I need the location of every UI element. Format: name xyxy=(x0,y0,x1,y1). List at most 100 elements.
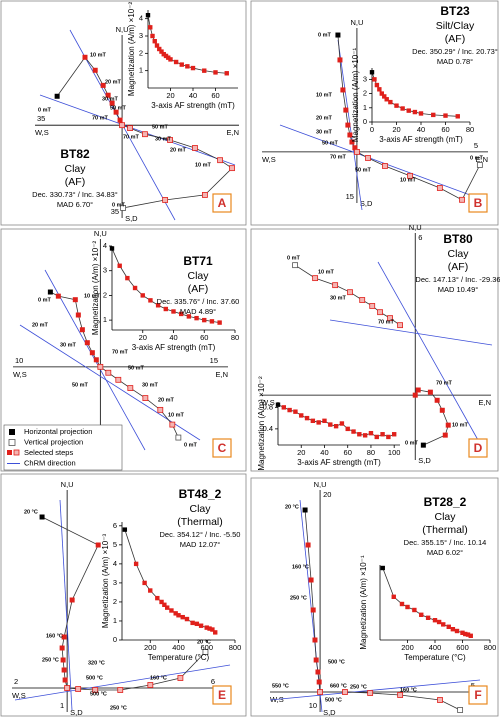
x-tick-label: 600 xyxy=(456,643,469,652)
direction: Dec. 354.12° / Inc. -5.50 xyxy=(160,530,241,539)
horizontal-point xyxy=(343,107,349,113)
vertical-point xyxy=(217,157,223,164)
y-tick-label: 3 xyxy=(113,578,117,587)
x-axis-label: 3-axis AF strength (mT) xyxy=(151,101,235,110)
horizontal-point xyxy=(60,657,66,663)
y-tick-label: 4 xyxy=(103,241,107,250)
y-tick-label: 0.8 xyxy=(263,402,273,411)
y-tick-label: 3 xyxy=(139,31,143,40)
decay-point xyxy=(374,82,380,88)
decay-point xyxy=(391,432,397,437)
step-label: 70 mT xyxy=(330,154,347,160)
step-label: 250 °C xyxy=(290,595,307,601)
decay-point xyxy=(217,320,222,325)
legend-box xyxy=(3,424,123,471)
sample-title: BT80 xyxy=(443,232,473,246)
vertical-point xyxy=(115,376,122,383)
axis-label: W,S xyxy=(261,398,275,407)
y-axis-label: Magnetization (A/m) ×10⁻² xyxy=(257,376,266,471)
vertical-point xyxy=(332,282,339,289)
axis-end-value: 2 xyxy=(14,677,18,686)
method: (AF) xyxy=(448,261,468,273)
vertical-point xyxy=(437,697,443,703)
vertical-point xyxy=(317,689,323,695)
panel-letter: D xyxy=(474,441,483,455)
horizontal-point xyxy=(315,669,321,675)
y-tick-label: 0 xyxy=(363,117,367,126)
sample-title: BT82 xyxy=(60,147,90,161)
horizontal-point xyxy=(61,667,67,673)
decay-point xyxy=(460,630,465,635)
y-tick-label: 4 xyxy=(139,14,143,23)
decay-point xyxy=(333,423,339,429)
step-label: 30 mT xyxy=(60,342,77,348)
chrm-direction xyxy=(269,679,481,701)
horizontal-point xyxy=(62,677,68,683)
step-label: 0 mT xyxy=(318,32,331,38)
step-label: 500 °C xyxy=(328,659,345,665)
axis-end-value: 15 xyxy=(210,356,218,365)
step-label: 250 °C xyxy=(350,684,367,690)
horizontal-point xyxy=(312,637,318,643)
step-label: 10 mT xyxy=(84,293,101,299)
axis-label: N,U xyxy=(116,25,129,34)
decay-point xyxy=(405,604,410,610)
y-tick-label: 4 xyxy=(113,559,117,568)
step-label: 160 °C xyxy=(400,687,417,693)
decay-point xyxy=(165,605,170,610)
decay-point xyxy=(443,113,448,118)
lithology: Clay xyxy=(64,163,86,175)
decay-point xyxy=(275,402,281,407)
vertical-point xyxy=(387,315,393,322)
lithology: Clay xyxy=(189,503,211,515)
x-tick-label: 60 xyxy=(211,91,219,100)
horizontal-point xyxy=(335,32,341,38)
axis-label: N,U xyxy=(314,480,327,489)
axis-end-value: 15 xyxy=(346,192,354,201)
decay-point xyxy=(132,285,138,291)
decay-point xyxy=(176,613,181,618)
decay-point xyxy=(194,315,199,321)
decay-point xyxy=(412,109,418,115)
y-tick-label: 1 xyxy=(139,66,143,75)
decay-point xyxy=(210,627,215,632)
y-tick-label: 1 xyxy=(113,616,117,625)
sample-title: BT71 xyxy=(183,254,213,268)
step-label: 160 °C xyxy=(150,675,167,681)
horizontal-point xyxy=(55,293,61,299)
panel-letter-box xyxy=(468,438,488,458)
step-label: 250 °C xyxy=(110,705,127,711)
mad: MAD 0.78° xyxy=(437,57,473,66)
vertical-point xyxy=(292,262,298,269)
step-label: 0 mT xyxy=(287,255,300,261)
decay-point xyxy=(150,33,155,39)
step-label: 70 mT xyxy=(436,380,453,386)
axis-label: W,S xyxy=(12,691,26,700)
lithology: Clay xyxy=(434,511,456,523)
horizontal-point xyxy=(89,350,95,356)
decay-point xyxy=(155,595,160,601)
axis-label: W,S xyxy=(262,155,276,164)
x-tick-label: 600 xyxy=(200,643,213,652)
horizontal-point xyxy=(54,93,60,99)
direction: Dec. 147.13° / Inc. -29.36 xyxy=(415,275,500,284)
decay-point xyxy=(362,433,368,438)
y-tick-label: 5 xyxy=(113,540,117,549)
vertical-point xyxy=(202,192,208,198)
step-label: 20 mT xyxy=(316,115,333,121)
step-label: 0 mT xyxy=(184,442,197,448)
horizontal-point xyxy=(415,387,421,393)
decay-point xyxy=(202,317,207,323)
horizontal-point xyxy=(39,514,45,520)
decay-point xyxy=(204,625,209,630)
decay-point xyxy=(157,46,162,52)
horizontal-point xyxy=(310,607,316,613)
legend-symbol xyxy=(13,449,20,456)
decay-point xyxy=(369,70,375,75)
axis-end-value: 6 xyxy=(211,677,215,686)
horizontal-point xyxy=(347,132,353,138)
direction: Dec. 355.15° / Inc. 10.14 xyxy=(404,538,487,547)
decay-point xyxy=(161,52,166,57)
decay-line xyxy=(382,567,471,637)
